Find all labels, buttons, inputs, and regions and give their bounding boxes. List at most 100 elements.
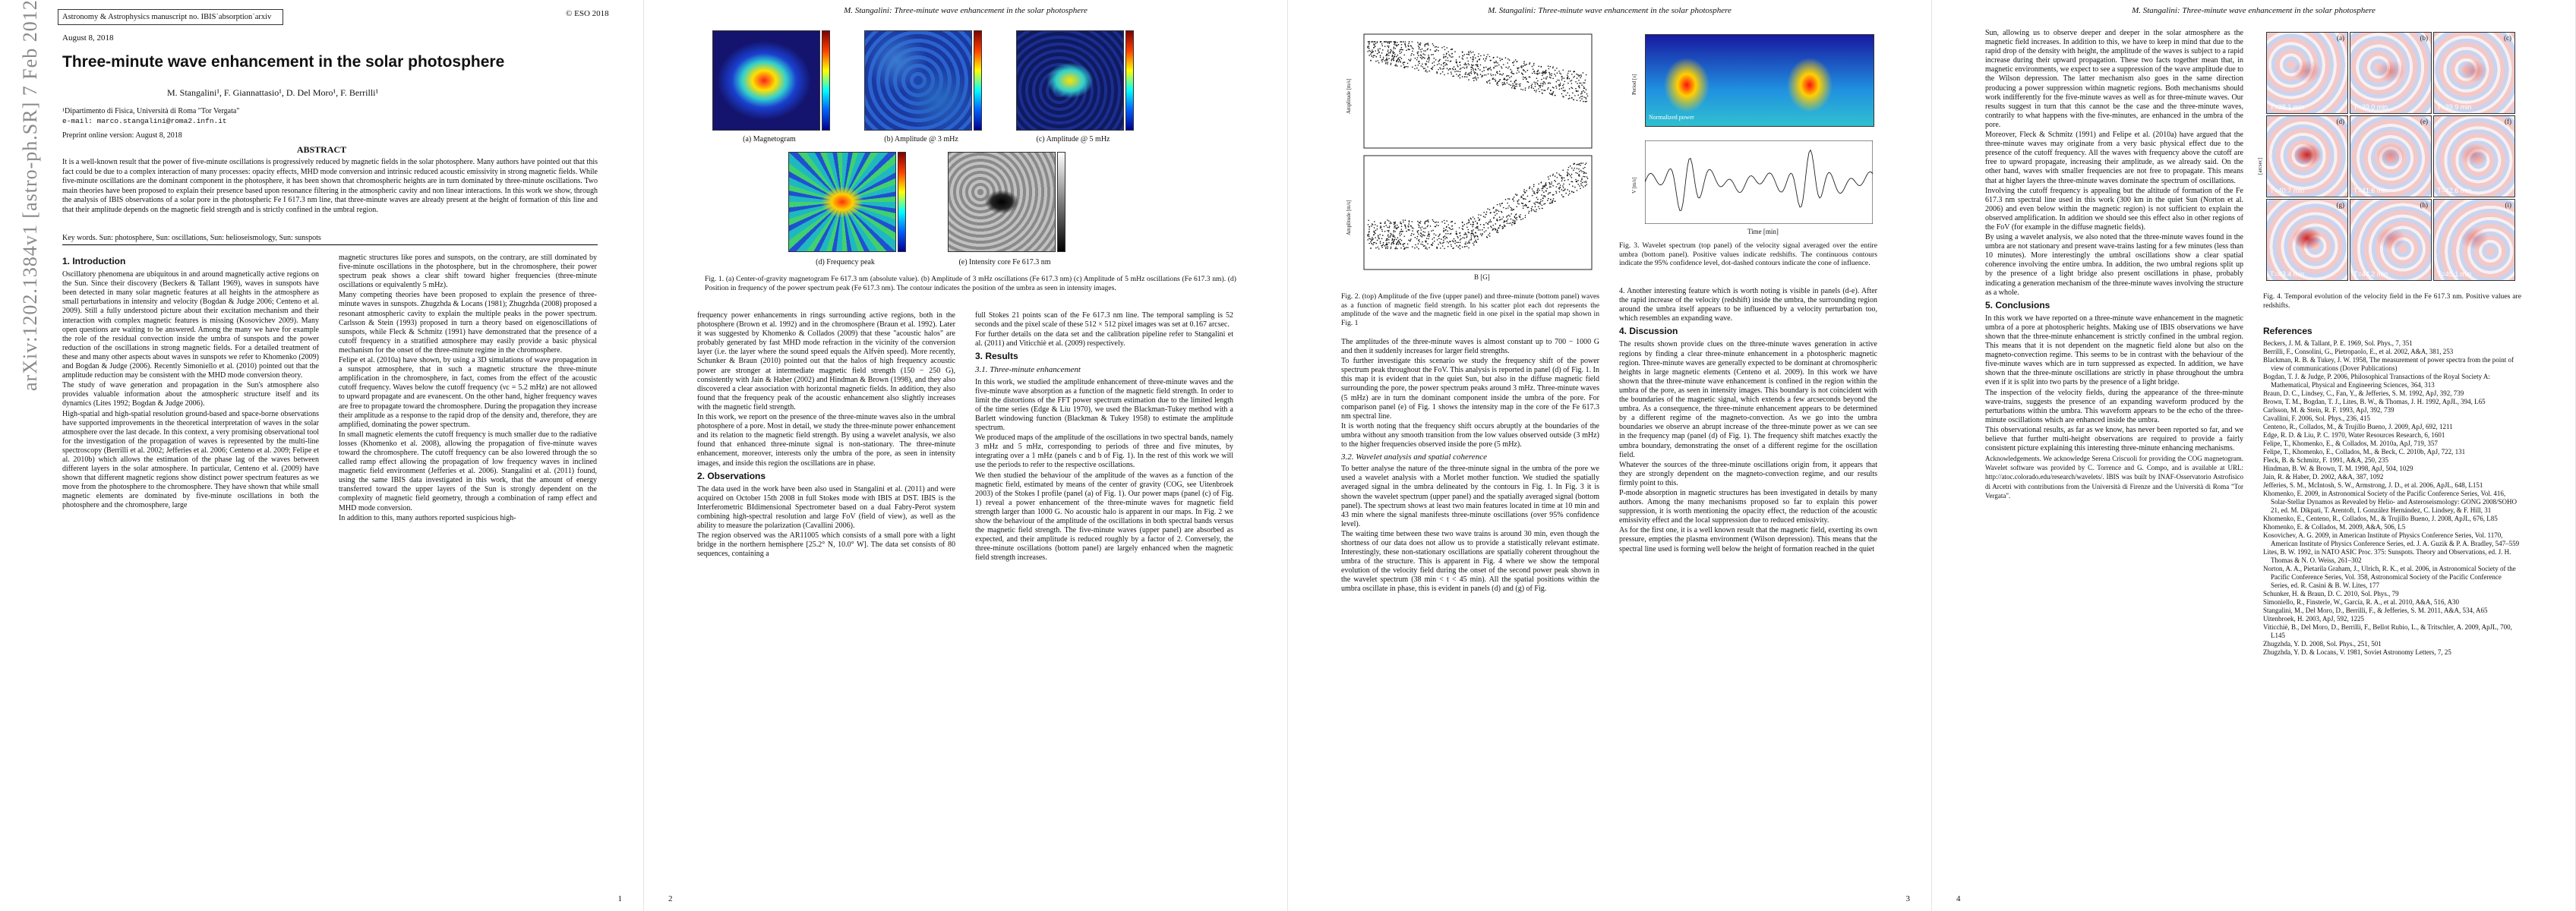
scatter-point <box>1580 96 1582 98</box>
scatter-point <box>1555 80 1558 83</box>
scatter-point <box>1461 76 1463 77</box>
date: August 8, 2018 <box>62 33 114 43</box>
scatter-point <box>1442 237 1444 238</box>
scatter-point <box>1435 224 1438 226</box>
scatter-point <box>1533 65 1535 66</box>
scatter-point <box>1493 206 1495 208</box>
reference-list: Beckers, J. M. & Tallant, P. E. 1969, So… <box>2263 339 2521 657</box>
scatter-point <box>1511 72 1514 74</box>
scatter-point <box>1578 80 1580 81</box>
scatter-point <box>1473 54 1476 55</box>
scatter-point <box>1577 94 1579 96</box>
scatter-point <box>1563 84 1564 85</box>
scatter-point <box>1381 238 1383 240</box>
scatter-point <box>1411 52 1413 55</box>
scatter-point <box>1479 69 1481 71</box>
scatter-point <box>1560 73 1562 75</box>
scatter-point <box>1459 71 1461 73</box>
scatter-point <box>1470 69 1473 71</box>
scatter-point <box>1550 199 1552 200</box>
scatter-point <box>1387 247 1388 250</box>
reference-item: Edge, R. D. & Liu, P. C. 1970, Water Res… <box>2263 431 2445 439</box>
scatter-point <box>1368 47 1370 49</box>
scatter-point <box>1580 77 1581 79</box>
scatter-point <box>1400 52 1403 53</box>
scatter-point <box>1404 247 1406 249</box>
scatter-point <box>1528 200 1530 203</box>
scatter-point <box>1454 222 1456 225</box>
scatter-point <box>1506 82 1508 84</box>
scatter-point <box>1561 178 1563 180</box>
scatter-point <box>1390 49 1392 51</box>
scatter-point <box>1457 246 1460 248</box>
scatter-point <box>1468 219 1470 221</box>
scatter-point <box>1414 237 1416 238</box>
scatter-point <box>1552 173 1554 175</box>
scatter-point <box>1517 69 1519 71</box>
scatter-point <box>1506 80 1508 81</box>
scatter-point <box>1425 50 1426 52</box>
scatter-point <box>1485 230 1487 232</box>
scatter-point <box>1422 66 1424 68</box>
scatter-point <box>1378 49 1379 52</box>
scatter-point <box>1393 59 1395 61</box>
scatter-point <box>1553 194 1555 196</box>
scatter-point <box>1420 232 1422 234</box>
scatter-point <box>1542 190 1543 191</box>
scatter-point <box>1460 64 1461 66</box>
scatter-point <box>1576 164 1577 165</box>
scatter-point <box>1499 79 1501 80</box>
scatter-point <box>1450 71 1452 73</box>
scatter-point <box>1556 177 1558 178</box>
scatter-point <box>1391 222 1392 224</box>
scatter-point <box>1397 54 1399 56</box>
scatter-point <box>1463 64 1465 65</box>
scatter-point <box>1482 71 1483 73</box>
reference-item: Zhugzhda, Y. D. 2008, Sol. Phys., 251, 5… <box>2263 640 2382 648</box>
scatter-point <box>1428 56 1430 58</box>
scatter-point <box>1504 199 1507 200</box>
scatter-point <box>1539 85 1541 87</box>
scatter-point <box>1382 49 1384 51</box>
scatter-point <box>1470 73 1473 74</box>
section-observations: 2. Observations <box>697 470 766 481</box>
p2-column-right: full Stokes 21 points scan of the Fe 617… <box>975 311 1233 563</box>
scatter-point <box>1571 191 1573 193</box>
scatter-point <box>1504 84 1506 85</box>
velocity-map: T=44.2 min (h) <box>2350 199 2432 281</box>
scatter-point <box>1489 235 1491 237</box>
scatter-point <box>1479 74 1482 75</box>
scatter-point <box>1581 98 1583 100</box>
scatter-point <box>1531 209 1533 210</box>
scatter-point <box>1516 194 1518 196</box>
scatter-point <box>1452 68 1454 71</box>
scatter-point <box>1531 206 1533 208</box>
scatter-point <box>1373 41 1375 43</box>
fig1c-amplitude-5mhz <box>1016 30 1124 131</box>
scatter-point <box>1482 229 1483 231</box>
scatter-point <box>1550 77 1552 79</box>
scatter-point <box>1511 61 1514 64</box>
scatter-point <box>1570 175 1571 177</box>
scatter-point <box>1513 209 1515 210</box>
scatter-point <box>1470 66 1473 68</box>
scatter-point <box>1417 45 1419 47</box>
scatter-point <box>1419 44 1421 46</box>
scatter-point <box>1543 191 1545 193</box>
scatter-point <box>1459 68 1461 70</box>
scatter-point <box>1485 222 1487 224</box>
scatter-point <box>1433 61 1435 63</box>
scatter-point <box>1526 80 1528 83</box>
scatter-point <box>1468 51 1470 52</box>
paragraph: The study of wave generation and propaga… <box>62 381 319 408</box>
scatter-point <box>1556 68 1558 69</box>
scatter-point <box>1537 69 1539 71</box>
scatter-point <box>1432 62 1433 64</box>
scatter-point <box>1375 55 1378 58</box>
scatter-point <box>1574 95 1576 96</box>
scatter-point <box>1516 83 1518 85</box>
scatter-point <box>1395 65 1397 67</box>
paragraph: To better analyse the nature of the thre… <box>1341 465 1599 528</box>
scatter-point <box>1454 68 1457 71</box>
scatter-point <box>1418 247 1419 250</box>
